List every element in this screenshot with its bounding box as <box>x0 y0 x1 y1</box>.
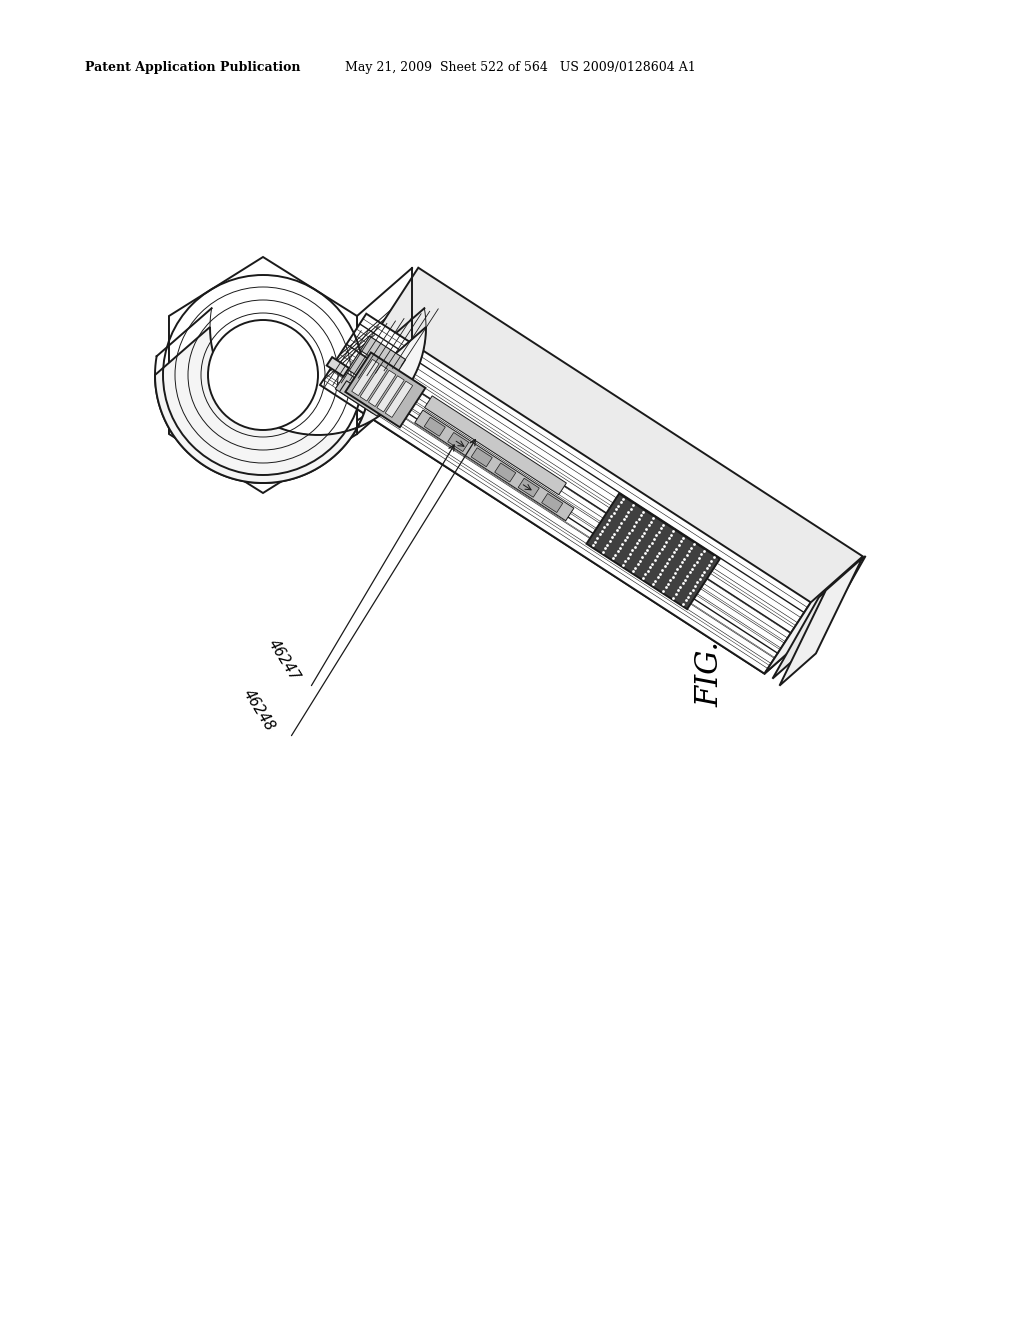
Text: Patent Application Publication: Patent Application Publication <box>85 62 300 74</box>
Polygon shape <box>587 494 720 609</box>
Polygon shape <box>327 358 349 376</box>
Polygon shape <box>169 257 357 492</box>
Polygon shape <box>360 364 387 401</box>
Polygon shape <box>542 494 563 512</box>
Polygon shape <box>360 337 406 374</box>
Text: May 21, 2009  Sheet 522 of 564   US 2009/0128604 A1: May 21, 2009 Sheet 522 of 564 US 2009/01… <box>345 62 695 74</box>
Polygon shape <box>345 352 425 428</box>
Polygon shape <box>425 396 566 495</box>
Polygon shape <box>335 372 384 413</box>
Polygon shape <box>372 268 863 627</box>
Polygon shape <box>424 417 445 437</box>
Polygon shape <box>340 380 384 416</box>
Polygon shape <box>772 556 865 678</box>
Polygon shape <box>377 376 404 412</box>
Circle shape <box>208 319 318 430</box>
Polygon shape <box>155 327 426 483</box>
Polygon shape <box>415 411 573 520</box>
Polygon shape <box>495 463 516 482</box>
Text: 46248: 46248 <box>240 686 278 734</box>
Polygon shape <box>348 352 396 395</box>
Polygon shape <box>447 433 469 451</box>
Polygon shape <box>319 339 816 673</box>
Text: FIG. 1060: FIG. 1060 <box>694 553 725 706</box>
Polygon shape <box>765 556 863 673</box>
Polygon shape <box>518 478 540 498</box>
Polygon shape <box>351 359 379 396</box>
Polygon shape <box>319 314 811 673</box>
Polygon shape <box>779 558 862 685</box>
Polygon shape <box>369 371 396 407</box>
Polygon shape <box>471 447 493 467</box>
Polygon shape <box>385 381 413 417</box>
Text: 46247: 46247 <box>265 636 302 684</box>
